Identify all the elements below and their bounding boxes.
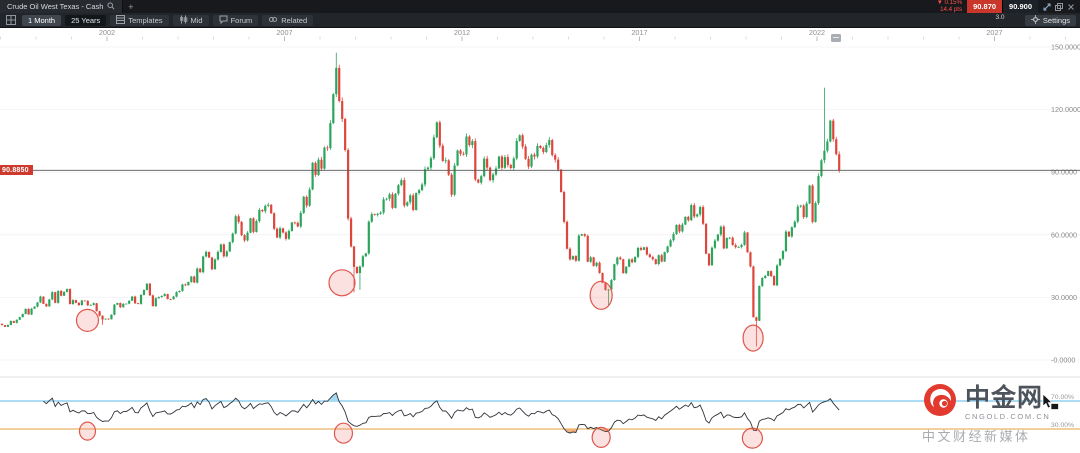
price-annotation-circle xyxy=(742,324,764,352)
forum-button[interactable]: Forum xyxy=(212,14,259,26)
svg-text:30.00%: 30.00% xyxy=(1051,422,1074,429)
svg-text:150.0000: 150.0000 xyxy=(1051,43,1080,52)
current-price-tag: 90.8850 xyxy=(0,165,33,175)
watermark-name: 中金网 xyxy=(965,383,1044,412)
candlestick-series xyxy=(0,52,841,347)
buy-price-button[interactable]: 90.900 xyxy=(1002,0,1038,13)
related-button[interactable]: Related xyxy=(262,14,314,26)
spread-value: 3.0 xyxy=(995,13,1005,21)
title-bar: Crude Oil West Texas - Cash + ▼ 0.15% 14… xyxy=(0,0,1080,13)
add-tab-button[interactable]: + xyxy=(128,1,134,12)
templates-icon xyxy=(116,14,126,26)
price-annotation-circle xyxy=(328,269,356,297)
settings-button[interactable]: Settings xyxy=(1024,14,1076,26)
watermark: 中金网 CNGOLD.COM.CN 中文财经新媒体 xyxy=(922,382,1050,445)
price-annotation-circle xyxy=(589,280,613,310)
window-controls xyxy=(1038,0,1080,13)
svg-text:2007: 2007 xyxy=(276,28,292,37)
sell-price-button[interactable]: 90.870 xyxy=(967,0,1003,13)
annotation-marker-detail xyxy=(833,36,839,38)
svg-text:2017: 2017 xyxy=(631,28,647,37)
watermark-tagline: 中文财经新媒体 xyxy=(922,429,1031,444)
link-icon xyxy=(268,15,278,26)
svg-text:2022: 2022 xyxy=(809,28,825,37)
svg-text:-0.0000: -0.0000 xyxy=(1051,356,1075,365)
chart-type-button[interactable]: Mid xyxy=(172,14,209,26)
change-percent: ▼ 0.15% xyxy=(936,0,963,7)
svg-text:2027: 2027 xyxy=(986,28,1002,37)
change-points: 14.4 pts xyxy=(940,5,963,13)
oscillator-annotation-circle xyxy=(78,421,97,441)
gear-icon xyxy=(1031,14,1040,26)
chart-toolbar: 1 Month 25 Years Templates Mid Forum xyxy=(0,13,1080,28)
watermark-domain: CNGOLD.COM.CN xyxy=(965,411,1051,421)
cngold-logo xyxy=(922,382,958,423)
search-icon[interactable] xyxy=(107,1,115,12)
speech-bubble-icon xyxy=(219,15,228,26)
titlebar-spacer xyxy=(138,0,931,13)
popout-icon[interactable] xyxy=(1043,0,1051,16)
oscillator-annotation-circle xyxy=(591,426,611,448)
rsi-line xyxy=(43,392,840,434)
close-icon[interactable] xyxy=(1067,0,1075,16)
oscillator-annotation-circle xyxy=(333,422,354,444)
restore-icon[interactable] xyxy=(1055,0,1063,16)
period-button[interactable]: 1 Month xyxy=(22,14,62,26)
range-button[interactable]: 25 Years xyxy=(65,14,107,26)
svg-text:2012: 2012 xyxy=(454,28,470,37)
price-annotation-circle xyxy=(75,308,100,332)
svg-text:2002: 2002 xyxy=(99,28,115,37)
svg-text:60.0000: 60.0000 xyxy=(1051,230,1077,239)
instrument-tab[interactable]: Crude Oil West Texas - Cash xyxy=(0,0,124,13)
annotation-marker-icon[interactable] xyxy=(831,34,841,42)
svg-text:120.0000: 120.0000 xyxy=(1051,105,1080,114)
svg-text:90.0000: 90.0000 xyxy=(1051,168,1077,177)
layout-grid-icon[interactable] xyxy=(4,15,18,25)
candlestick-icon xyxy=(179,15,188,26)
oscillator-annotation-circle xyxy=(741,427,763,449)
templates-button[interactable]: Templates xyxy=(110,14,169,26)
quote-change: ▼ 0.15% 14.4 pts xyxy=(932,0,967,13)
instrument-tab-label: Crude Oil West Texas - Cash xyxy=(7,2,104,11)
svg-text:30.0000: 30.0000 xyxy=(1051,293,1077,302)
svg-text:70.00%: 70.00% xyxy=(1051,394,1074,401)
mouse-cursor-icon xyxy=(1042,393,1060,417)
